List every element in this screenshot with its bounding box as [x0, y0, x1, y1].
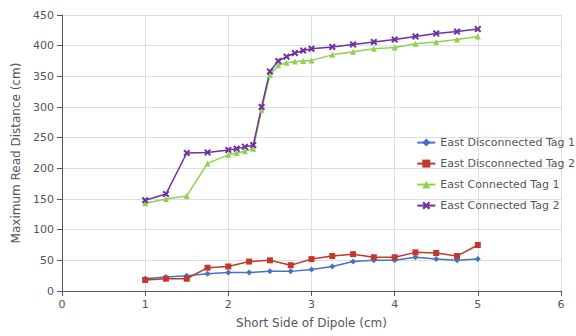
- svg-text:100: 100: [33, 223, 54, 236]
- svg-text:150: 150: [33, 193, 54, 206]
- svg-text:East Disconnected Tag 1: East Disconnected Tag 1: [440, 136, 575, 149]
- svg-text:Maximum Read Distance (cm): Maximum Read Distance (cm): [9, 63, 23, 244]
- svg-text:6: 6: [558, 298, 565, 311]
- svg-text:450: 450: [33, 9, 54, 22]
- svg-text:East Connected Tag 1: East Connected Tag 1: [440, 178, 559, 191]
- svg-text:1: 1: [142, 298, 149, 311]
- svg-text:3: 3: [308, 298, 315, 311]
- svg-text:350: 350: [33, 70, 54, 83]
- svg-text:East Disconnected Tag 2: East Disconnected Tag 2: [440, 157, 575, 170]
- svg-text:0: 0: [59, 298, 66, 311]
- svg-text:4: 4: [391, 298, 398, 311]
- svg-text:400: 400: [33, 39, 54, 52]
- svg-text:0: 0: [47, 285, 54, 298]
- svg-text:5: 5: [474, 298, 481, 311]
- svg-text:2: 2: [225, 298, 232, 311]
- svg-text:200: 200: [33, 162, 54, 175]
- svg-text:East Connected Tag 2: East Connected Tag 2: [440, 199, 559, 212]
- svg-text:50: 50: [40, 254, 54, 267]
- svg-text:Short Side of Dipole (cm): Short Side of Dipole (cm): [236, 316, 387, 330]
- svg-text:250: 250: [33, 131, 54, 144]
- svg-text:300: 300: [33, 101, 54, 114]
